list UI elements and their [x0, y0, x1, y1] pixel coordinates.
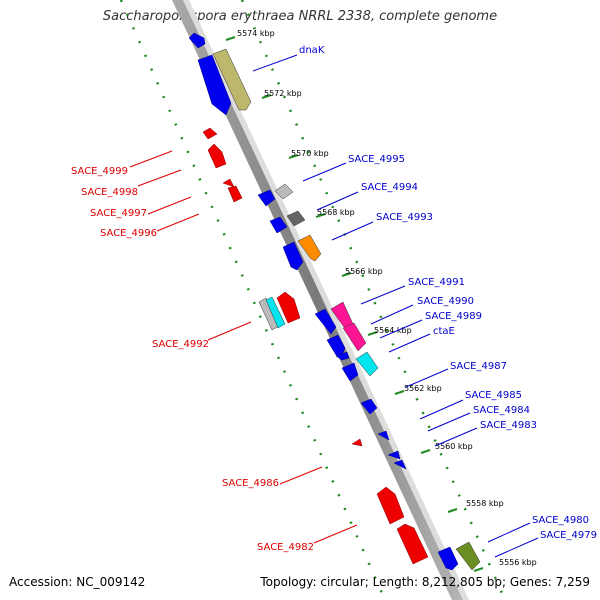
gene-label: SACE_4996	[100, 228, 157, 239]
cyan-gene	[265, 296, 286, 329]
gene-arrow	[360, 398, 378, 415]
gene-arrow-dnak	[197, 54, 232, 116]
gene-label: SACE_4982	[257, 542, 314, 553]
tick-label: 5566 kbp	[345, 267, 383, 276]
gene-arrow	[437, 546, 459, 571]
tick-label: 5568 kbp	[317, 208, 355, 217]
gene-label-dnak: dnaK	[299, 45, 325, 56]
dark-grey-gene	[286, 210, 306, 227]
tick-label: 5562 kbp	[404, 384, 442, 393]
khaki-gene	[212, 48, 252, 111]
gene-arrow	[326, 334, 346, 357]
backbone-shadow	[183, 0, 469, 600]
reverse-colored-genes	[258, 296, 286, 331]
gene-arrow	[282, 241, 304, 271]
tick-labels: 5574 kbp 5572 kbp 5570 kbp 5568 kbp 5566…	[237, 29, 537, 567]
gene-arrow	[188, 32, 206, 49]
gene-arrow	[377, 430, 390, 441]
accession-text: Accession: NC_009142	[9, 575, 146, 589]
magenta-gene	[342, 322, 367, 352]
gene-arrow	[376, 486, 405, 525]
tick-label: 5572 kbp	[264, 89, 302, 98]
gene-arrow	[276, 291, 301, 324]
gene-label: SACE_4985	[465, 390, 522, 401]
gene-label: SACE_4992	[152, 339, 209, 350]
gene-arrow	[314, 308, 337, 335]
gene-arrow	[351, 438, 363, 447]
gene-label: SACE_4983	[480, 420, 537, 431]
label-leader-lines	[129, 54, 539, 558]
tick-label: 5556 kbp	[499, 558, 537, 567]
light-grey-gene	[274, 183, 294, 200]
tick-marks	[225, 36, 484, 572]
genome-summary: Topology: circular; Length: 8,212,805 bp…	[260, 575, 590, 589]
forward-colored-genes	[212, 48, 481, 571]
gene-label: SACE_4984	[473, 405, 530, 416]
gene-label: SACE_4991	[408, 277, 465, 288]
cyan-gene	[355, 351, 379, 377]
gene-label: SACE_4987	[450, 361, 507, 372]
gene-arrow	[335, 351, 350, 361]
tick-label: 5558 kbp	[466, 499, 504, 508]
gene-arrow	[202, 127, 218, 140]
gene-label: SACE_4989	[425, 311, 482, 322]
gene-arrow	[387, 450, 401, 460]
gene-arrow	[396, 523, 429, 565]
gene-label: SACE_4995	[348, 154, 405, 165]
forward-gene-labels: dnaK SACE_4995 SACE_4994 SACE_4993 SACE_…	[299, 45, 597, 541]
olive-gene	[455, 541, 481, 571]
gene-arrow	[257, 189, 276, 207]
gene-label: SACE_4994	[361, 182, 418, 193]
gene-arrow	[269, 216, 288, 234]
tick-label: 5574 kbp	[237, 29, 275, 38]
gene-arrow	[341, 362, 359, 382]
gene-label: SACE_4997	[90, 208, 147, 219]
outer-dotted-track	[119, 0, 387, 600]
orange-gene	[297, 234, 322, 262]
forward-genes	[188, 32, 459, 571]
tick-label: 5570 kbp	[291, 149, 329, 158]
genome-backbone	[172, 0, 463, 600]
reverse-genes	[202, 127, 429, 565]
gene-label: SACE_4993	[376, 212, 433, 223]
tick-label: 5560 kbp	[435, 442, 473, 451]
gene-arrow	[207, 143, 227, 169]
gene-label: SACE_4990	[417, 296, 474, 307]
gene-arrow	[227, 185, 243, 203]
gene-label: SACE_4979	[540, 530, 597, 541]
map-title: Saccharopolyspora erythraea NRRL 2338, c…	[102, 9, 498, 24]
gene-label: SACE_4980	[532, 515, 589, 526]
gene-arrow	[393, 459, 407, 470]
gene-label: SACE_4999	[71, 166, 128, 177]
gene-label: SACE_4986	[222, 478, 279, 489]
reverse-gene-labels: SACE_4999 SACE_4998 SACE_4997 SACE_4996 …	[71, 166, 314, 553]
gene-arrow	[222, 178, 235, 188]
gene-label: ctaE	[433, 326, 455, 337]
tick-label: 5564 kbp	[374, 326, 412, 335]
gene-label: SACE_4998	[81, 187, 138, 198]
